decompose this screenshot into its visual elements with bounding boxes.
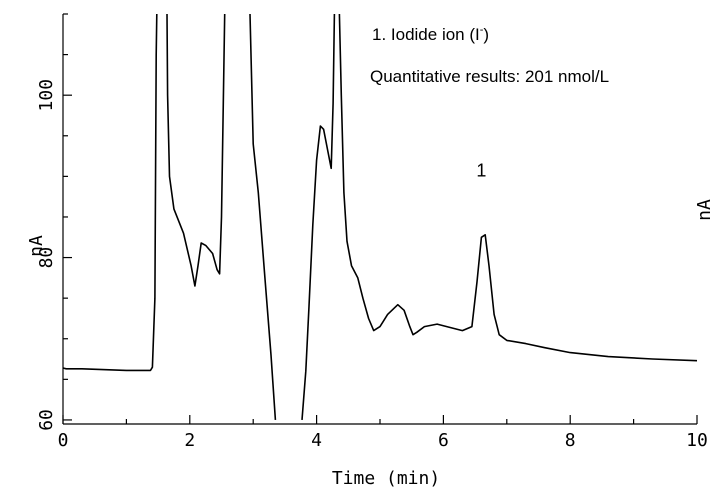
y-axis-label: nA	[26, 235, 47, 257]
x-tick-label: 0	[58, 430, 69, 451]
x-axis-ticks: 0 2 4 6 8 10	[58, 415, 708, 451]
x-tick-label: 8	[565, 430, 576, 451]
legend-line-1-superscript: -	[480, 24, 484, 36]
right-y-axis-label: nA	[694, 199, 711, 221]
y-tick-label: 100	[36, 79, 57, 112]
legend-line-1: 1. Iodide ion (I-)	[372, 24, 489, 44]
series-group	[62, 13, 698, 420]
series-line-segment	[62, 13, 158, 372]
x-tick-label: 10	[686, 430, 708, 451]
legend-line-1-suffix: )	[483, 25, 489, 44]
x-tick-label: 6	[438, 430, 449, 451]
y-tick-label: 60	[36, 409, 57, 431]
series-line-segment	[301, 13, 336, 420]
y-axis-ticks: 60 80 100	[36, 13, 72, 431]
series-line-segment	[249, 13, 277, 420]
x-tick-label: 4	[311, 430, 322, 451]
y-tick-label: 80	[36, 247, 57, 269]
series-line-segment	[338, 13, 698, 362]
legend-line-2: Quantitative results: 201 nmol/L	[370, 67, 609, 86]
legend-line-1-prefix: 1. Iodide ion (I	[372, 25, 480, 44]
x-axis-label: Time (min)	[332, 468, 440, 489]
x-tick-label: 2	[184, 430, 195, 451]
peak-label-1: 1	[476, 160, 486, 180]
series-line-segment	[166, 13, 226, 287]
